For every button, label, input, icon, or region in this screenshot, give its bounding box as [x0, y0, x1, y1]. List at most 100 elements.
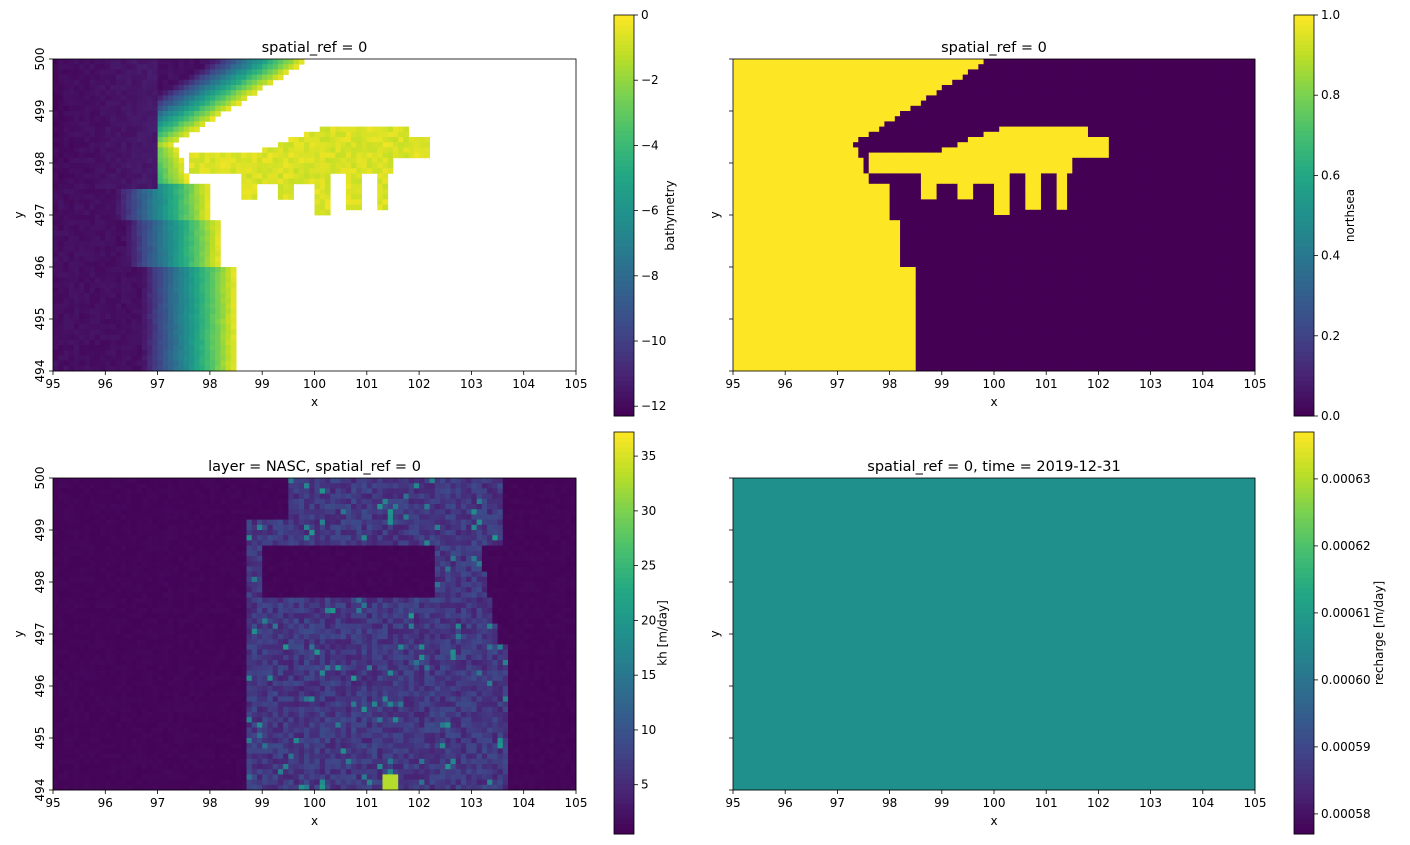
heatmap-cell: [226, 277, 232, 283]
heatmap-cell: [131, 288, 137, 294]
heatmap-cell: [168, 158, 174, 164]
heatmap-cell: [163, 75, 169, 81]
heatmap-cell: [95, 329, 101, 335]
heatmap-cell: [231, 288, 237, 294]
heatmap-cell: [173, 314, 179, 320]
heatmap-cell: [147, 267, 153, 273]
heatmap-cell: [147, 246, 153, 252]
heatmap-cell: [111, 106, 117, 112]
heatmap-cell: [173, 329, 179, 335]
heatmap-cell: [126, 179, 132, 185]
heatmap-cell: [184, 179, 190, 185]
heatmap-cell: [63, 75, 69, 81]
heatmap-cell: [63, 90, 69, 96]
heatmap-cell: [69, 184, 75, 190]
heatmap-cell: [247, 158, 253, 164]
heatmap-cell: [220, 298, 226, 304]
heatmap-cell: [184, 205, 190, 211]
heatmap-cell: [111, 309, 117, 315]
heatmap-cell: [105, 210, 111, 216]
heatmap-cell: [74, 220, 80, 226]
heatmap-cell: [158, 137, 164, 143]
heatmap-cell: [257, 163, 263, 169]
heatmap-cell: [173, 272, 179, 278]
heatmap-cell: [409, 142, 415, 148]
heatmap-cell: [53, 142, 59, 148]
heatmap-cell: [226, 163, 232, 169]
heatmap-cell: [147, 205, 153, 211]
heatmap-cell: [84, 314, 90, 320]
heatmap-cell: [100, 168, 106, 174]
heatmap-cell: [168, 236, 174, 242]
heatmap-cell: [152, 288, 158, 294]
heatmap-cell: [121, 236, 127, 242]
heatmap-cell: [95, 319, 101, 325]
heatmap-cell: [283, 173, 289, 179]
heatmap-cell: [158, 324, 164, 330]
heatmap-cell: [168, 85, 174, 91]
heatmap-cell: [137, 127, 143, 133]
heatmap-cell: [194, 220, 200, 226]
heatmap-cell: [90, 127, 96, 133]
heatmap-cell: [142, 132, 148, 138]
heatmap-cell: [205, 293, 211, 299]
heatmap-cell: [95, 80, 101, 86]
heatmap-cell: [247, 69, 253, 75]
heatmap-cell: [226, 340, 232, 346]
heatmap-cell: [137, 324, 143, 330]
heatmap-cell: [210, 220, 216, 226]
heatmap-cell: [377, 168, 383, 174]
heatmap-cell: [158, 246, 164, 252]
heatmap-cell: [58, 85, 64, 91]
heatmap-cell: [163, 236, 169, 242]
heatmap-cell: [194, 101, 200, 107]
heatmap-cell: [184, 64, 190, 70]
heatmap-cell: [63, 272, 69, 278]
heatmap-cell: [111, 225, 117, 231]
heatmap-cell: [257, 64, 263, 70]
heatmap-cell: [105, 298, 111, 304]
heatmap-cell: [231, 64, 237, 70]
heatmap-cell: [147, 132, 153, 138]
heatmap-cell: [142, 257, 148, 263]
heatmap-cell: [377, 137, 383, 143]
heatmap-cell: [121, 329, 127, 335]
heatmap-cell: [168, 293, 174, 299]
heatmap-cell: [199, 163, 205, 169]
heatmap-cell: [111, 277, 117, 283]
heatmap-cell: [100, 293, 106, 299]
heatmap-cell: [69, 199, 75, 205]
heatmap-cell: [158, 288, 164, 294]
heatmap-cell: [95, 236, 101, 242]
heatmap-cell: [105, 95, 111, 101]
heatmap-cell: [210, 236, 216, 242]
heatmap-cell: [199, 236, 205, 242]
heatmap-cell: [179, 85, 185, 91]
heatmap-cell: [199, 319, 205, 325]
heatmap-cell: [163, 90, 169, 96]
heatmap-cell: [152, 324, 158, 330]
heatmap-cell: [79, 251, 85, 257]
heatmap-cell: [95, 184, 101, 190]
heatmap-cell: [142, 272, 148, 278]
heatmap-cell: [53, 179, 59, 185]
heatmap-cell: [100, 163, 106, 169]
heatmap-cell: [152, 215, 158, 221]
heatmap-cell: [199, 189, 205, 195]
heatmap-cell: [309, 137, 315, 143]
heatmap-cell: [367, 127, 373, 133]
heatmap-cell: [111, 116, 117, 122]
heatmap-cell: [100, 277, 106, 283]
heatmap-cell: [189, 329, 195, 335]
heatmap-cell: [100, 137, 106, 143]
heatmap-cell: [152, 257, 158, 263]
heatmap-cell: [241, 95, 247, 101]
heatmap-cell: [58, 189, 64, 195]
heatmap-cell: [137, 277, 143, 283]
heatmap-cell: [194, 205, 200, 211]
heatmap-cell: [131, 251, 137, 257]
heatmap-cell: [84, 153, 90, 159]
heatmap-cell: [179, 168, 185, 174]
heatmap-cell: [299, 158, 305, 164]
heatmap-cell: [419, 142, 425, 148]
